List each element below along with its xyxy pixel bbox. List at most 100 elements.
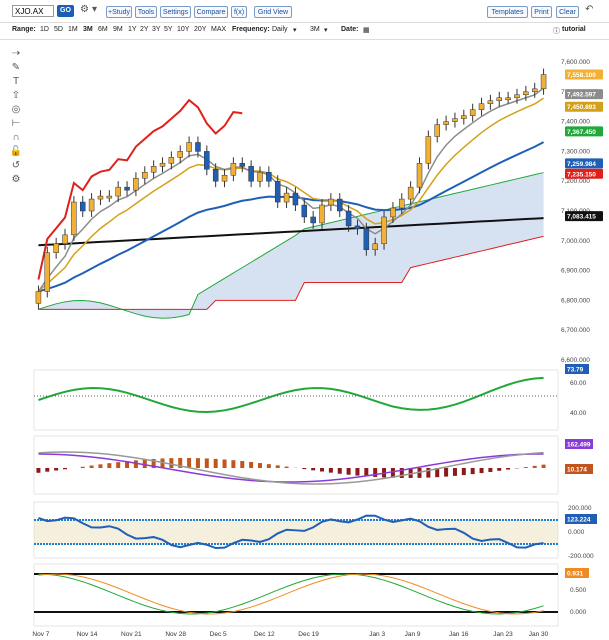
macd-bar: [408, 468, 413, 478]
cci-badge: [565, 514, 597, 524]
macd-bar: [240, 461, 245, 468]
toolbar: GO ⚙ ▾ +Study Tools Settings Compare f(x…: [0, 0, 609, 23]
date-tick-label: Nov 7: [32, 631, 49, 638]
undo-icon[interactable]: ↶: [585, 4, 594, 15]
macd-bar: [364, 468, 369, 477]
macd-bar: [98, 464, 103, 468]
settings-icon[interactable]: ⚙: [11, 174, 21, 185]
gear-icon[interactable]: ⚙: [80, 4, 89, 15]
magnet-icon[interactable]: ∩: [12, 132, 20, 143]
draw-line-icon[interactable]: ✎: [11, 62, 21, 73]
macd-bar: [54, 468, 59, 471]
macd-bar: [399, 468, 404, 478]
grid-view-button[interactable]: Grid View: [254, 6, 292, 18]
stoch-tick: 0.000: [570, 609, 587, 616]
date-tick-label: Nov 28: [165, 631, 186, 638]
clear-button[interactable]: Clear: [556, 6, 579, 18]
macd-bar: [231, 460, 236, 468]
range-2y[interactable]: 2Y: [140, 26, 149, 33]
calendar-icon[interactable]: ▦: [363, 27, 370, 34]
price-badge: [565, 69, 603, 80]
undo-icon[interactable]: ↺: [11, 160, 21, 171]
print-button[interactable]: Print: [531, 6, 552, 18]
range-bar: Range: 1D 5D 1M 3M 6M 9M 1Y 2Y 3Y 5Y 10Y…: [0, 23, 609, 40]
chart-area[interactable]: 60.00 40.00 73.79 162.499 10.174 200.000 0.000…: [0, 40, 609, 640]
candle: [452, 118, 458, 122]
stoch-badge-label: 0.931: [567, 571, 584, 578]
compare-button[interactable]: Compare: [194, 6, 228, 18]
add-study-button[interactable]: +Study: [106, 6, 132, 18]
range-max[interactable]: MAX: [211, 26, 227, 33]
date-tick-label: Dec 12: [254, 631, 275, 638]
price-badge: [565, 101, 603, 112]
settings-button[interactable]: Settings: [160, 6, 191, 18]
chevron-down-icon[interactable]: ▾: [324, 27, 328, 34]
range-1y[interactable]: 1Y: [128, 26, 137, 33]
crosshair-icon[interactable]: ⇢: [11, 48, 21, 59]
lock-icon[interactable]: 🔓: [9, 146, 23, 157]
frequency-select[interactable]: Daily: [272, 26, 288, 33]
adx-badge-label: 73.79: [567, 367, 584, 374]
range-1d[interactable]: 1D: [40, 26, 49, 33]
chevron-down-icon[interactable]: ▾: [92, 4, 98, 15]
macd-bar: [497, 468, 502, 471]
macd-bar: [249, 462, 254, 468]
chevron-down-icon[interactable]: ▾: [293, 27, 297, 34]
macd-bar: [523, 467, 528, 468]
price-tick-label: 6,800.000: [561, 297, 590, 304]
text-icon[interactable]: T: [12, 76, 20, 87]
macd-signal-line: [38, 453, 544, 483]
cci-badge-label: 123.224: [567, 517, 591, 524]
candle: [469, 109, 476, 116]
ema-50-line: [38, 141, 545, 293]
range-3m[interactable]: 3M: [83, 26, 93, 33]
range-6m[interactable]: 6M: [98, 26, 108, 33]
candle: [487, 100, 494, 104]
go-button[interactable]: GO: [57, 5, 74, 17]
price-badge-label: 7,235.150: [567, 171, 596, 178]
adx-badge: [565, 364, 589, 374]
candle: [407, 186, 414, 200]
period-select[interactable]: 3M: [310, 26, 320, 33]
arrow-up-icon[interactable]: ⇧: [11, 90, 21, 101]
macd-bar: [390, 468, 395, 478]
candle: [381, 216, 387, 245]
templates-button[interactable]: Templates: [487, 6, 528, 18]
candle: [292, 192, 299, 206]
candle: [328, 198, 334, 206]
price-badge: [565, 211, 603, 222]
price-tick-label: 7,600.000: [561, 59, 590, 66]
range-5y[interactable]: 5Y: [164, 26, 173, 33]
fx-button[interactable]: f(x): [231, 6, 247, 18]
adx-line: [38, 376, 544, 413]
macd-bar: [302, 468, 307, 470]
macd-bar: [461, 468, 466, 476]
macd-bar: [452, 468, 457, 476]
range-20y[interactable]: 20Y: [194, 26, 207, 33]
macd-bar: [373, 468, 378, 477]
measure-icon[interactable]: ⊢: [11, 118, 21, 129]
range-5d[interactable]: 5D: [54, 26, 63, 33]
range-3y[interactable]: 3Y: [152, 26, 161, 33]
price-badge-label: 7,450.893: [567, 104, 596, 111]
macd-bar: [337, 468, 342, 474]
stoch-tick: 0.500: [570, 587, 587, 594]
range-9m[interactable]: 9M: [113, 26, 123, 33]
macd-bar: [36, 468, 41, 473]
range-10y[interactable]: 10Y: [177, 26, 190, 33]
date-tick-label: Dec 19: [298, 631, 319, 638]
price-badge: [565, 126, 603, 137]
macd-line: [38, 451, 544, 485]
symbol-input[interactable]: [12, 5, 54, 17]
price-axis: 7,600.0007,500.0007,400.0007,300.0007,20…: [561, 59, 603, 364]
tools-button[interactable]: Tools: [135, 6, 157, 18]
candle: [186, 142, 192, 152]
tutorial-link[interactable]: tutorial: [562, 26, 586, 33]
candle: [496, 97, 503, 101]
help-icon[interactable]: ⓘ: [553, 28, 560, 35]
candle: [283, 192, 290, 203]
candle: [372, 243, 378, 250]
range-1m[interactable]: 1M: [68, 26, 78, 33]
shape-icon[interactable]: ◎: [11, 104, 21, 115]
macd-bar: [107, 463, 112, 468]
